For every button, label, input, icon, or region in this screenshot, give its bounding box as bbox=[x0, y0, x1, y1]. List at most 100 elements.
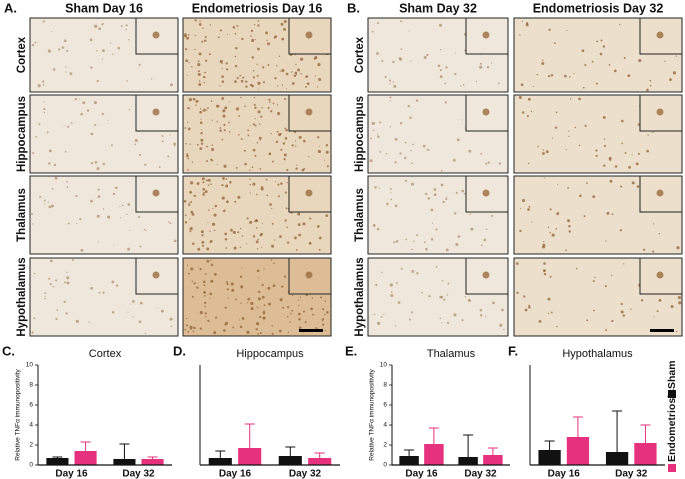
stain-dot bbox=[219, 127, 222, 129]
stain-dot bbox=[295, 63, 297, 66]
stain-dot bbox=[253, 97, 256, 99]
stain-dot bbox=[246, 243, 248, 245]
stain-dot bbox=[271, 222, 274, 225]
stain-dot bbox=[470, 227, 474, 231]
stain-dot bbox=[158, 166, 161, 169]
stain-dot bbox=[325, 214, 329, 217]
stain-dot bbox=[200, 118, 202, 120]
stain-dot bbox=[173, 145, 176, 147]
stain-dot bbox=[253, 103, 256, 106]
stain-dot bbox=[256, 269, 260, 273]
stain-dot bbox=[262, 311, 266, 315]
stain-dot bbox=[55, 317, 58, 321]
stain-dot bbox=[371, 121, 375, 126]
stain-dot bbox=[376, 227, 380, 231]
stain-dot bbox=[385, 152, 388, 155]
stain-dot bbox=[211, 222, 216, 226]
stain-dot bbox=[301, 168, 305, 172]
stain-dot bbox=[173, 239, 177, 243]
stain-dot bbox=[291, 309, 294, 312]
stain-dot bbox=[127, 203, 131, 206]
stain-dot bbox=[277, 111, 281, 116]
stain-dot bbox=[225, 247, 228, 249]
stain-dot bbox=[197, 73, 201, 77]
stain-dot bbox=[369, 159, 373, 163]
stain-dot bbox=[463, 192, 466, 195]
legend-label: Endometriosis bbox=[666, 389, 678, 462]
stain-dot bbox=[48, 205, 52, 209]
stain-dot bbox=[283, 153, 287, 157]
stain-dot bbox=[208, 209, 210, 211]
stain-dot bbox=[267, 63, 270, 66]
stain-dot bbox=[591, 60, 594, 63]
row-label: Hypothalamus bbox=[354, 257, 366, 336]
stain-dot bbox=[445, 248, 449, 252]
stain-dot bbox=[202, 193, 205, 196]
stain-dot bbox=[277, 85, 279, 87]
chart-title: Thalamus bbox=[427, 348, 476, 360]
stain-dot bbox=[256, 141, 259, 144]
stain-dot bbox=[199, 108, 202, 110]
stain-dot bbox=[537, 145, 539, 148]
stain-dot bbox=[423, 56, 427, 59]
stain-dot bbox=[187, 127, 191, 131]
stain-dot bbox=[555, 111, 558, 114]
stain-dot bbox=[404, 156, 407, 160]
stain-dot bbox=[543, 262, 546, 265]
stain-dot bbox=[435, 228, 438, 231]
stain-dot bbox=[199, 147, 203, 151]
stain-dot bbox=[280, 22, 284, 26]
stain-dot bbox=[46, 131, 49, 134]
stain-dot bbox=[203, 75, 206, 79]
stain-dot bbox=[613, 69, 617, 73]
inset-cell bbox=[152, 31, 160, 39]
stain-dot bbox=[204, 190, 208, 193]
stain-dot bbox=[565, 249, 567, 252]
stain-dot bbox=[207, 178, 211, 182]
stain-dot bbox=[198, 23, 202, 26]
panel-label: B. bbox=[347, 0, 360, 15]
stain-dot bbox=[293, 74, 297, 77]
stain-dot bbox=[256, 63, 258, 65]
stain-dot bbox=[161, 309, 164, 313]
stain-dot bbox=[211, 119, 213, 121]
stain-dot bbox=[527, 208, 530, 211]
stain-dot bbox=[454, 72, 457, 76]
stain-dot bbox=[191, 295, 194, 298]
stain-dot bbox=[372, 129, 375, 132]
stain-dot bbox=[169, 83, 173, 87]
stain-dot bbox=[480, 152, 483, 155]
stain-dot bbox=[237, 195, 241, 199]
bar bbox=[566, 437, 590, 465]
stain-dot bbox=[65, 66, 67, 68]
stain-dot bbox=[441, 322, 443, 324]
stain-dot bbox=[408, 318, 411, 321]
stain-dot bbox=[256, 74, 259, 77]
stain-dot bbox=[541, 62, 545, 65]
stain-dot bbox=[199, 311, 203, 315]
stain-dot bbox=[226, 288, 229, 291]
stain-dot bbox=[254, 124, 257, 127]
stain-dot bbox=[528, 304, 531, 307]
stain-dot bbox=[416, 234, 419, 237]
stain-dot bbox=[206, 247, 210, 251]
stain-dot bbox=[427, 197, 431, 200]
stain-dot bbox=[201, 177, 205, 181]
stain-dot bbox=[132, 316, 134, 318]
stain-dot bbox=[519, 229, 522, 233]
stain-dot bbox=[209, 298, 211, 300]
stain-dot bbox=[208, 53, 211, 56]
stain-dot bbox=[608, 156, 612, 161]
stain-dot bbox=[315, 327, 318, 330]
stain-dot bbox=[249, 220, 253, 224]
stain-dot bbox=[193, 282, 196, 285]
stain-dot bbox=[167, 221, 170, 223]
stain-dot bbox=[374, 185, 377, 189]
stain-dot bbox=[631, 154, 633, 156]
stain-dot bbox=[51, 188, 54, 190]
stain-dot bbox=[247, 302, 249, 304]
stain-dot bbox=[388, 79, 391, 82]
inset-cell bbox=[305, 108, 313, 116]
stain-dot bbox=[284, 219, 287, 222]
stain-dot bbox=[65, 71, 67, 73]
